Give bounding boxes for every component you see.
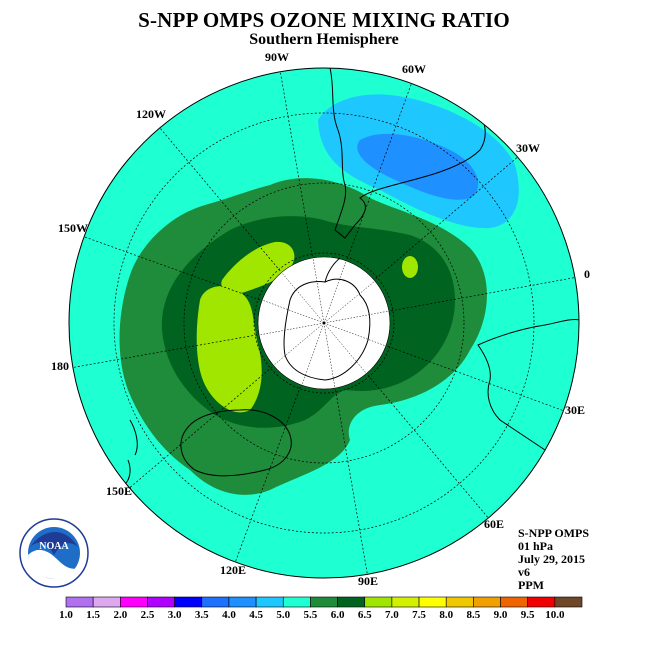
info-version: v6 bbox=[518, 565, 530, 579]
colorbar-swatch bbox=[282, 596, 311, 608]
colorbar-swatch bbox=[228, 596, 257, 608]
colorbar-label: 7.5 bbox=[412, 609, 426, 621]
colorbar-swatch bbox=[310, 596, 338, 608]
colorbar-swatch bbox=[445, 596, 474, 608]
meridians bbox=[69, 69, 579, 578]
colorbar-label: 8.5 bbox=[466, 609, 480, 621]
colorbar-swatch bbox=[473, 596, 501, 608]
map-border bbox=[68, 67, 580, 579]
longitude-labels: 90W 60W 30W 0 30E 60E 90E 120E 150E 180 … bbox=[51, 50, 590, 588]
colorbar-label: 8.0 bbox=[439, 609, 453, 621]
field-6-0-band-north bbox=[221, 241, 295, 294]
colorbar-label: 4.0 bbox=[222, 609, 236, 621]
noaa-logo: NOAA bbox=[19, 518, 89, 588]
info-block: S-NPP OMPS 01 hPa July 29, 2015 v6 PPM bbox=[518, 527, 589, 592]
noaa-logo-text: NOAA bbox=[39, 541, 69, 552]
colorbar-label: 1.0 bbox=[59, 609, 73, 621]
colorbar: 1.0 1.5 2.0 2.5 3.0 3.5 4.0 4.5 5.0 5.5 6.0 6.5 7.0 7… bbox=[59, 596, 583, 621]
colorbar-swatch bbox=[255, 596, 284, 608]
colorbar-swatch bbox=[65, 596, 94, 608]
colorbar-swatch bbox=[174, 596, 203, 608]
colorbar-swatch bbox=[120, 596, 148, 608]
lon-label-90e: 90E bbox=[358, 574, 378, 588]
colorbar-label: 10.0 bbox=[545, 609, 565, 621]
info-instrument: S-NPP OMPS bbox=[518, 526, 589, 540]
colorbar-swatch bbox=[554, 596, 583, 608]
field-6-0-band-west bbox=[196, 286, 262, 413]
lon-label-60w: 60W bbox=[402, 62, 426, 76]
colorbar-label: 1.5 bbox=[86, 609, 100, 621]
colorbar-swatch bbox=[500, 596, 528, 608]
polar-meridians bbox=[258, 257, 390, 389]
field-3-5-band bbox=[357, 133, 479, 200]
colorbar-label: 4.5 bbox=[249, 609, 263, 621]
colorbar-label: 5.0 bbox=[276, 609, 290, 621]
lon-label-180: 180 bbox=[51, 359, 69, 373]
ozone-field bbox=[69, 68, 579, 578]
info-units: PPM bbox=[518, 578, 544, 592]
colorbar-label: 9.0 bbox=[494, 609, 508, 621]
colorbar-label: 7.0 bbox=[385, 609, 399, 621]
colorbar-label: 6.0 bbox=[331, 609, 345, 621]
lon-label-120w: 120W bbox=[136, 107, 166, 121]
lon-label-0: 0 bbox=[584, 267, 590, 281]
lon-label-120e: 120E bbox=[220, 563, 246, 577]
info-date: July 29, 2015 bbox=[518, 552, 586, 566]
lon-label-30e: 30E bbox=[565, 403, 585, 417]
colorbar-label: 3.5 bbox=[195, 609, 209, 621]
lon-label-30w: 30W bbox=[516, 141, 540, 155]
lon-label-90w: 90W bbox=[265, 50, 289, 64]
colorbar-label: 5.5 bbox=[304, 609, 318, 621]
latitude-circles bbox=[113, 112, 535, 534]
colorbar-swatch bbox=[391, 596, 420, 608]
colorbar-swatch bbox=[201, 596, 230, 608]
map-title: S-NPP OMPS OZONE MIXING RATIO bbox=[138, 8, 510, 32]
colorbar-swatch bbox=[92, 596, 121, 608]
lon-label-150w: 150W bbox=[58, 221, 88, 235]
colorbar-swatch bbox=[527, 596, 556, 608]
lon-label-60e: 60E bbox=[484, 517, 504, 531]
map-subtitle: Southern Hemisphere bbox=[249, 31, 399, 48]
colorbar-label: 2.0 bbox=[113, 609, 127, 621]
australia-coast bbox=[180, 409, 292, 477]
colorbar-label: 2.5 bbox=[141, 609, 155, 621]
field-6-0-band-east bbox=[402, 256, 418, 278]
colorbar-label: 9.5 bbox=[521, 609, 535, 621]
colorbar-label: 6.5 bbox=[358, 609, 372, 621]
colorbar-swatch bbox=[364, 596, 393, 608]
lon-label-150e: 150E bbox=[106, 484, 132, 498]
colorbar-swatch bbox=[418, 596, 447, 608]
info-level: 01 hPa bbox=[518, 539, 554, 553]
colorbar-swatch bbox=[337, 596, 366, 608]
colorbar-label: 3.0 bbox=[168, 609, 182, 621]
polar-coast bbox=[283, 257, 371, 381]
south-pole-dot bbox=[322, 321, 326, 325]
colorbar-swatch bbox=[147, 596, 175, 608]
